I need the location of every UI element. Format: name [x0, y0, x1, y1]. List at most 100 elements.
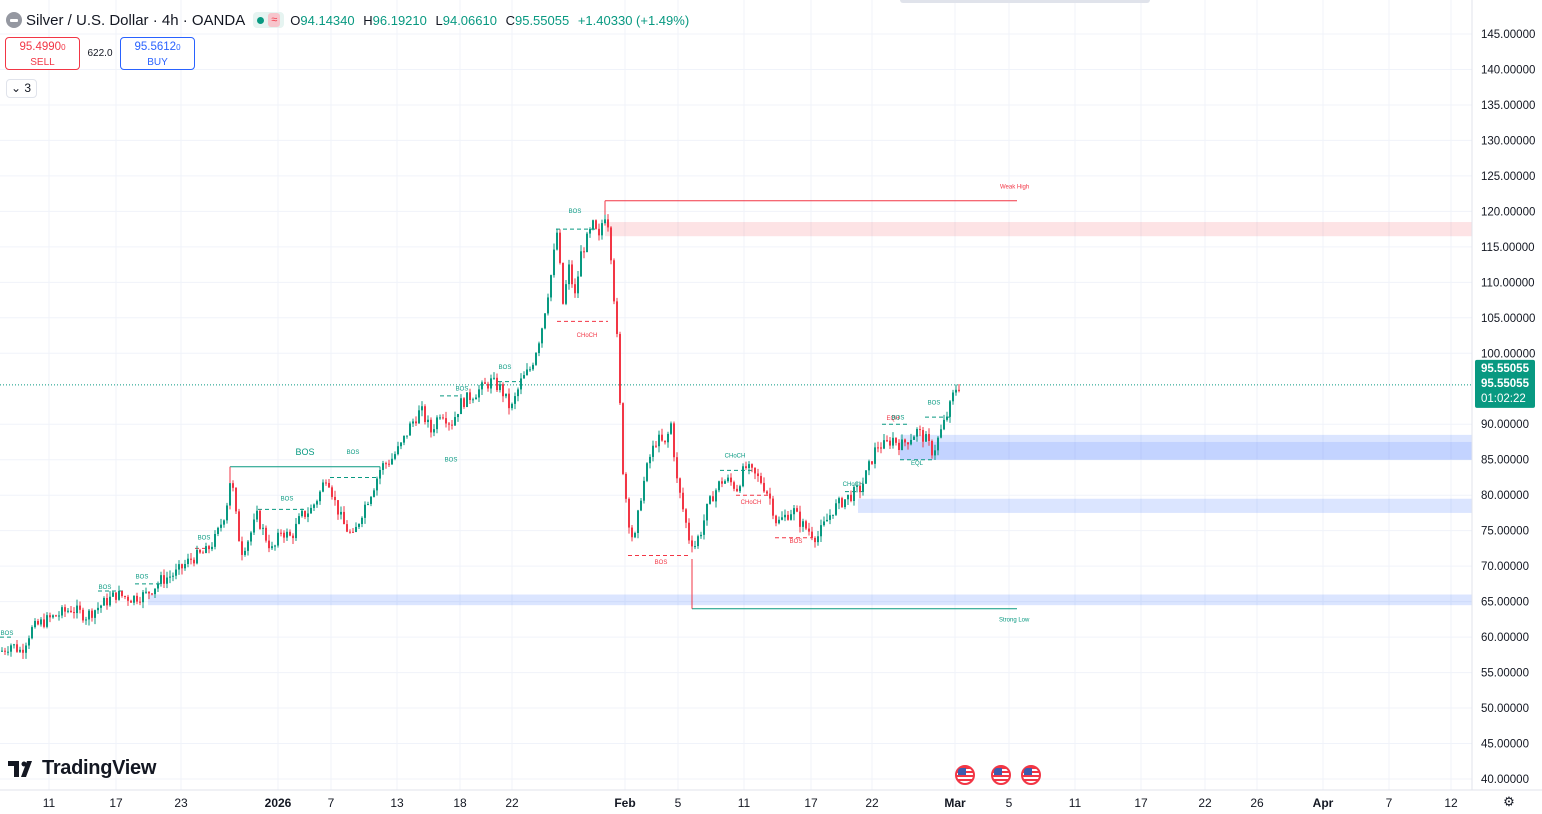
candle-body — [412, 421, 414, 424]
time-tick-label: 22 — [505, 796, 519, 810]
candle-body — [637, 510, 639, 533]
market-status-badge[interactable]: ≈ — [253, 12, 285, 28]
candle-body — [754, 467, 756, 474]
candle-body — [265, 527, 267, 541]
candle-body — [460, 398, 462, 415]
candle-body — [778, 519, 780, 524]
candle-body — [328, 482, 330, 488]
candle-body — [676, 457, 678, 479]
candle-body — [583, 251, 585, 253]
time-axis[interactable]: 11 17 23 2026 7 13 18 22 Feb 5 11 17 22 Mar 5 11 17 22 26 A… — [0, 789, 1542, 810]
gear-icon[interactable]: ⚙ — [1503, 794, 1515, 809]
candlestick-series[interactable] — [1, 214, 960, 659]
candle-body — [523, 375, 525, 379]
close-label: C — [505, 12, 515, 28]
candle-body — [424, 406, 426, 423]
time-tick-label: 17 — [109, 796, 123, 810]
candle-body — [418, 410, 420, 424]
structure-label-bos: BOS — [928, 401, 941, 407]
candle-body — [469, 392, 471, 401]
candle-body — [643, 480, 645, 501]
candle-body — [634, 532, 636, 538]
candle-body — [40, 619, 42, 625]
candle-body — [511, 403, 513, 409]
strong-low-label: Strong Low — [999, 618, 1030, 624]
candle-body — [61, 607, 63, 616]
candle-body — [535, 353, 537, 365]
candle-body — [376, 478, 378, 491]
candle-body — [721, 481, 723, 484]
price-tick-label: 130.00000 — [1481, 135, 1535, 147]
candle-body — [472, 399, 474, 401]
candle-body — [892, 437, 894, 446]
drag-handle-bar[interactable] — [900, 0, 1150, 3]
us-flag-icon[interactable] — [955, 765, 975, 785]
candle-body — [370, 496, 372, 504]
candle-body — [574, 284, 576, 294]
candle-body — [649, 456, 651, 464]
candle-body — [838, 498, 840, 504]
candle-body — [934, 450, 936, 456]
time-tick-label: 22 — [865, 796, 879, 810]
candle-body — [850, 494, 852, 501]
candle-body — [43, 619, 45, 627]
candle-body — [610, 227, 612, 261]
candle-body — [592, 220, 594, 230]
candle-body — [373, 490, 375, 497]
indicators-toggle-button[interactable]: ⌄ 3 — [6, 79, 37, 98]
candle-body — [889, 440, 891, 446]
candle-body — [304, 510, 306, 517]
candle-body — [385, 463, 387, 465]
candle-body — [7, 651, 9, 653]
us-flag-icon[interactable] — [1021, 765, 1041, 785]
candle-body — [10, 645, 12, 652]
candle-body — [847, 494, 849, 500]
candle-body — [16, 644, 18, 652]
candle-body — [208, 546, 210, 550]
candle-body — [868, 461, 870, 471]
candle-body — [121, 591, 123, 597]
structure-label-bos: BOS — [892, 415, 905, 421]
sell-button[interactable]: 95.49900 SELL — [5, 37, 80, 70]
candle-body — [589, 229, 591, 234]
candle-body — [34, 620, 36, 628]
candle-body — [181, 564, 183, 569]
candle-body — [454, 417, 456, 426]
candle-body — [946, 416, 948, 420]
candle-body — [865, 470, 867, 484]
structure-label-eqh: EQH — [886, 416, 899, 422]
candle-body — [766, 491, 768, 494]
candle-body — [550, 275, 552, 298]
candle-body — [598, 228, 600, 236]
us-flag-icon[interactable] — [991, 765, 1011, 785]
symbol-title[interactable]: Silver / U.S. Dollar · 4h · OANDA — [26, 11, 246, 29]
candle-body — [316, 501, 318, 505]
candle-body — [898, 442, 900, 450]
candle-body — [877, 447, 879, 449]
low-value: 94.06610 — [442, 12, 497, 28]
candle-body — [175, 569, 177, 576]
candle-body — [613, 260, 615, 302]
candle-body — [139, 601, 141, 603]
price-tick-label: 40.00000 — [1481, 774, 1529, 786]
candle-body — [229, 483, 231, 506]
price-axis[interactable]: 145.00000 140.00000 135.00000 130.00000 125.… — [1471, 0, 1535, 790]
bar-countdown: 01:02:22 — [1481, 393, 1526, 405]
candle-body — [31, 627, 33, 639]
buy-button[interactable]: 95.56120 BUY — [120, 37, 195, 70]
candle-body — [760, 476, 762, 483]
candle-body — [763, 482, 765, 492]
candle-body — [490, 378, 492, 389]
candle-body — [664, 440, 666, 443]
price-tick-label: 65.00000 — [1481, 597, 1529, 609]
candle-body — [142, 592, 144, 603]
price-tick-label: 60.00000 — [1481, 632, 1529, 644]
tradingview-logo[interactable]: TradingView — [8, 757, 156, 780]
candle-body — [295, 523, 297, 539]
candle-body — [163, 575, 165, 584]
candle-body — [298, 516, 300, 524]
candle-body — [562, 262, 564, 304]
candle-body — [793, 508, 795, 515]
structure-label-bos-major: BOS — [295, 447, 314, 457]
